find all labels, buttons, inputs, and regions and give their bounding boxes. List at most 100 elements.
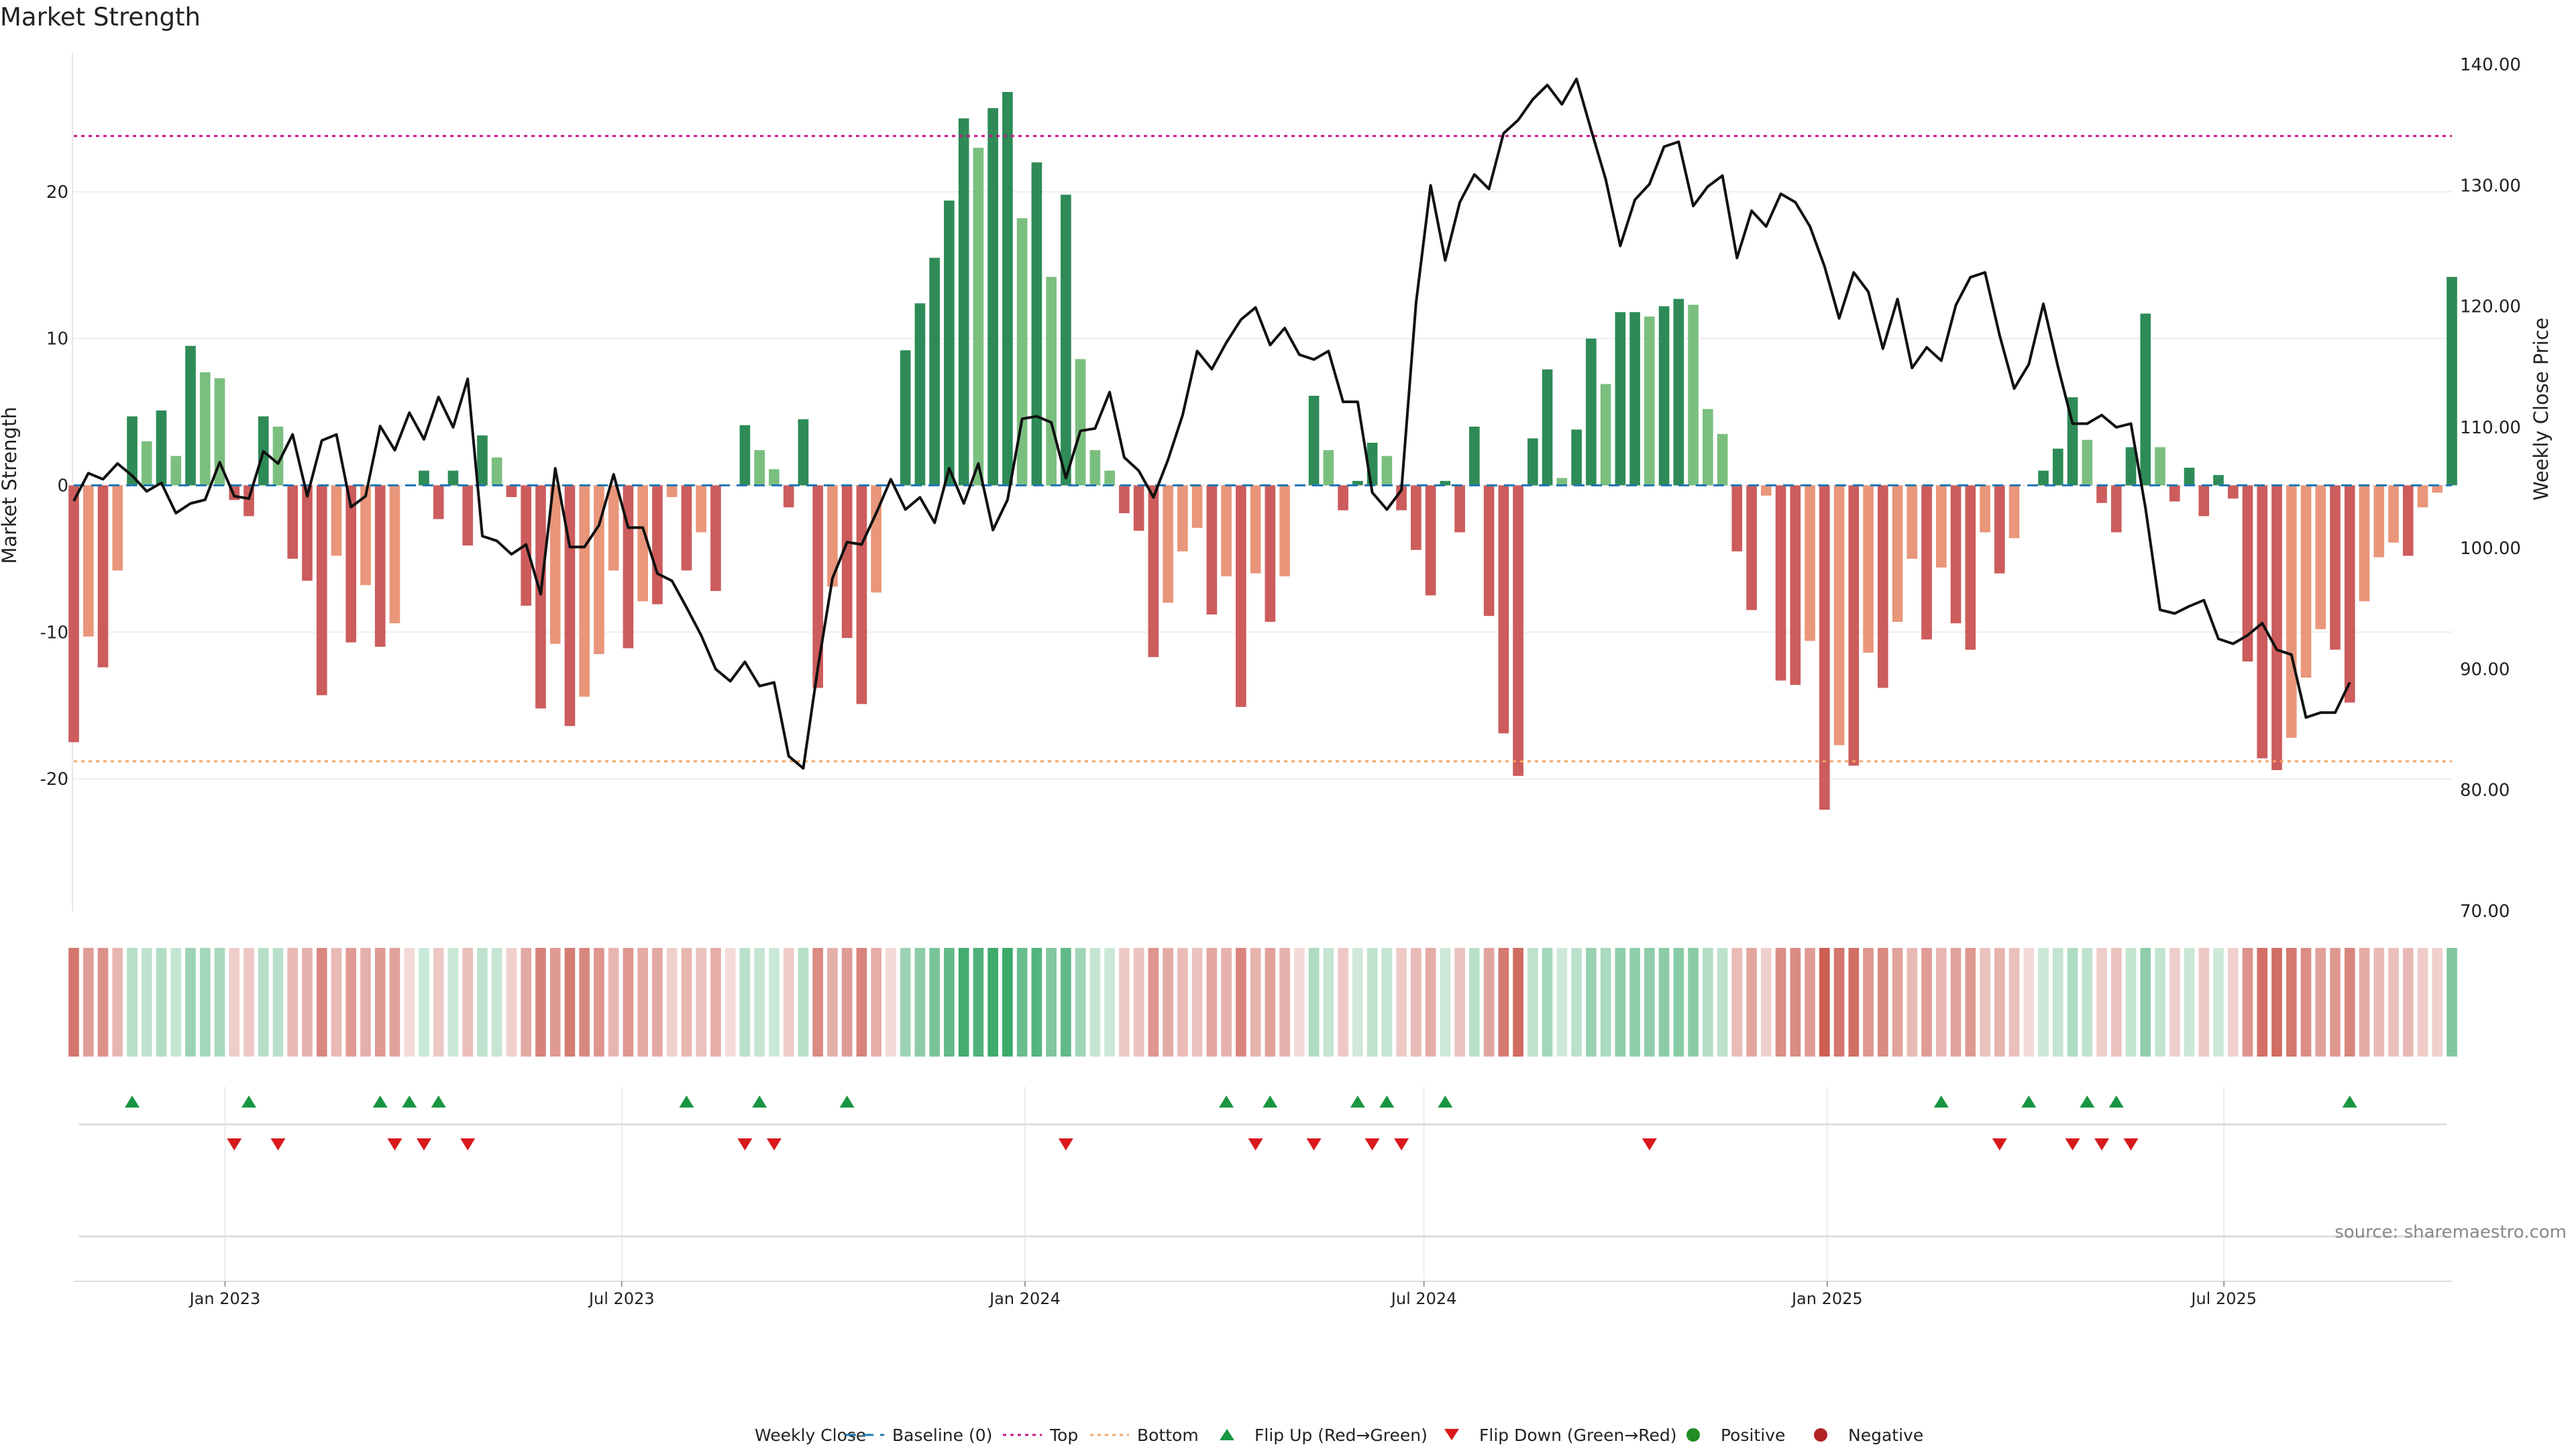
strength-bar [214, 378, 225, 486]
strength-bar [769, 469, 780, 486]
strength-bar [1411, 485, 1421, 550]
heatmap-cell [491, 948, 502, 1057]
heatmap-cell [2300, 948, 2312, 1057]
strength-bar [1513, 485, 1523, 776]
heatmap-cell [419, 948, 429, 1057]
x-tick-label: Jan 2023 [189, 1289, 261, 1308]
heatmap-cell [1483, 948, 1495, 1057]
heatmap-cell [433, 948, 444, 1057]
heatmap-cell [1819, 948, 1830, 1057]
heatmap-cell [2417, 948, 2428, 1057]
legend-label: Flip Down (Green→Red) [1479, 1426, 1677, 1445]
strength-bar [973, 148, 984, 486]
heatmap-cell [594, 948, 604, 1057]
heatmap-cell [1877, 948, 1888, 1057]
strength-bar [185, 345, 196, 486]
strength-bar [856, 485, 867, 704]
heatmap-cell [783, 948, 794, 1057]
heatmap-cell [710, 948, 721, 1057]
strength-bar [1469, 426, 1480, 486]
strength-bar [871, 485, 881, 593]
strength-bar [929, 258, 940, 486]
heatmap-cell [2373, 948, 2385, 1057]
strength-bar [1250, 485, 1261, 574]
heatmap-cell [1805, 948, 1815, 1057]
heatmap-cell [1644, 948, 1655, 1057]
strength-bar [1425, 485, 1436, 596]
heatmap-cell [2125, 948, 2137, 1057]
strength-bar [1206, 485, 1218, 615]
strength-bar [462, 485, 474, 546]
strength-bar [389, 485, 400, 624]
heatmap-cell [900, 948, 911, 1057]
y-tick-label: 10 [46, 329, 68, 350]
y2-tick-label: 120.00 [2460, 297, 2521, 317]
flip-up-marker [1438, 1095, 1453, 1108]
strength-bar [710, 485, 721, 592]
heatmap-cell [623, 948, 634, 1057]
legend-label: Bottom [1137, 1426, 1199, 1445]
strength-bar [1236, 485, 1246, 707]
strength-bar [564, 485, 576, 727]
strength-bar [1921, 485, 1932, 640]
strength-bar [1483, 485, 1495, 616]
heatmap-cell [1717, 948, 1728, 1057]
strength-bar [944, 200, 955, 486]
flip-down-marker [1394, 1138, 1409, 1150]
heatmap-cell [1980, 948, 1990, 1057]
y2-tick-label: 70.00 [2460, 902, 2510, 922]
strength-bar [2155, 447, 2165, 486]
heatmap-cell [914, 948, 926, 1057]
heatmap-cell [1308, 948, 1320, 1057]
heatmap-cell [345, 948, 357, 1057]
strength-bar [2110, 485, 2122, 533]
heatmap-cell [1615, 948, 1626, 1057]
flip-down-marker [1364, 1138, 1380, 1150]
heatmap-cell [1016, 948, 1028, 1057]
heatmap-cell [1294, 948, 1305, 1057]
strength-bar [1673, 299, 1684, 486]
heatmap-cell [841, 948, 853, 1057]
heatmap-cell [2213, 948, 2224, 1057]
strength-bar [68, 485, 79, 743]
heatmap-cell [2286, 948, 2297, 1057]
y-tick-label: 0 [57, 476, 68, 496]
heatmap-cell [1440, 948, 1451, 1057]
strength-bar [1805, 485, 1815, 641]
heatmap-cell [1046, 948, 1057, 1057]
strength-bar [827, 485, 838, 587]
heatmap-cell [1075, 948, 1086, 1057]
strength-bar [2169, 485, 2180, 502]
strength-bar [2082, 439, 2093, 486]
strength-bar [841, 485, 853, 639]
heatmap-cell [374, 948, 386, 1057]
heatmap-cell [812, 948, 824, 1057]
strength-bar [754, 449, 765, 486]
strength-bar [1950, 485, 1962, 624]
strength-bar [958, 118, 969, 486]
strength-bar [2038, 470, 2049, 486]
strength-bar [1586, 338, 1597, 486]
flip-down-marker [1058, 1138, 1073, 1150]
heatmap-cell [447, 948, 459, 1057]
strength-bar [1600, 384, 1611, 486]
strength-bar [1046, 276, 1057, 486]
heatmap-cell [1571, 948, 1582, 1057]
strength-bar [477, 435, 488, 486]
flip-down-marker [1992, 1138, 2007, 1150]
heatmap-cell [1104, 948, 1115, 1057]
heatmap-cell [1688, 948, 1699, 1057]
heatmap-cell [724, 948, 736, 1057]
strength-bar [1980, 485, 1990, 533]
strength-bar [2447, 276, 2457, 486]
strength-bar [2052, 448, 2063, 486]
strength-bar [2344, 485, 2355, 703]
strength-bar [1177, 485, 1188, 551]
heatmap-cell [1775, 948, 1786, 1057]
heatmap-cell [856, 948, 867, 1057]
heatmap-cell [1265, 948, 1276, 1057]
strength-bar [2330, 485, 2341, 650]
heatmap-cell [1177, 948, 1188, 1057]
strength-bar [1119, 485, 1130, 514]
heatmap-cell [506, 948, 517, 1057]
